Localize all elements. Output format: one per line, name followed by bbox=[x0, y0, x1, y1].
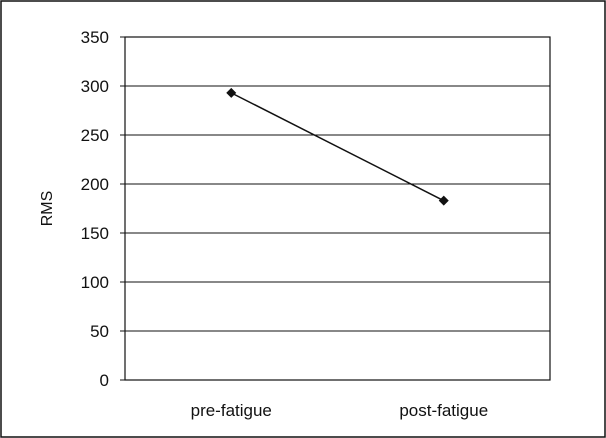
y-axis-ticks: 0 50 100 150 200 250 300 350 bbox=[81, 28, 125, 390]
data-point-marker bbox=[438, 195, 449, 206]
series-layer bbox=[226, 87, 449, 206]
y-axis-title: RMS bbox=[39, 191, 56, 227]
y-tick-label: 50 bbox=[90, 322, 109, 341]
y-tick-label: 300 bbox=[81, 77, 109, 96]
y-tick-label: 200 bbox=[81, 175, 109, 194]
y-tick-label: 350 bbox=[81, 28, 109, 47]
plot-area bbox=[124, 36, 551, 381]
y-tick-label: 150 bbox=[81, 224, 109, 243]
y-tick-label: 250 bbox=[81, 126, 109, 145]
y-tick-label: 100 bbox=[81, 273, 109, 292]
x-tick-label: post-fatigue bbox=[399, 401, 488, 420]
gridlines bbox=[125, 85, 550, 332]
x-tick-label: pre-fatigue bbox=[191, 401, 272, 420]
y-tick-label: 0 bbox=[100, 371, 109, 390]
series-line bbox=[230, 92, 445, 202]
x-axis-ticks: pre-fatigue post-fatigue bbox=[191, 401, 489, 420]
data-point-marker bbox=[226, 87, 237, 98]
